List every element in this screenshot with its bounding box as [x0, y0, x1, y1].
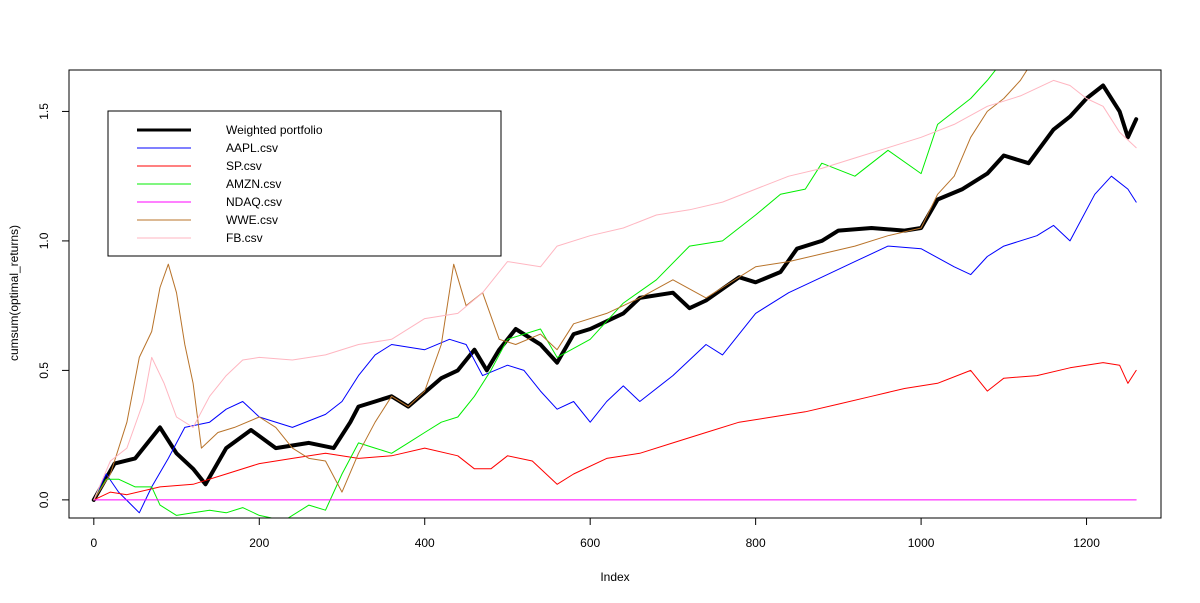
- x-tick-label: 1200: [1073, 536, 1100, 550]
- series-line-5: [93, 70, 1028, 501]
- y-tick-label: 0.5: [37, 362, 51, 379]
- x-tick-label: 400: [415, 536, 435, 550]
- series-line-0: [91, 83, 1139, 502]
- series-line-2: [93, 362, 1137, 501]
- x-tick-label: 0: [90, 536, 97, 550]
- legend: Weighted portfolio AAPL.csv SP.csv AMZN.csv…: [107, 110, 502, 257]
- x-tick-label: 600: [580, 536, 600, 550]
- series-line-6: [93, 79, 1137, 501]
- legend-label: FB.csv: [226, 231, 263, 245]
- y-tick-label: 1.0: [37, 232, 51, 249]
- y-tick-label: 0.0: [37, 491, 51, 508]
- legend-label: Weighted portfolio: [226, 123, 323, 137]
- legend-label: AMZN.csv: [226, 177, 281, 191]
- x-axis-label: Index: [600, 570, 629, 584]
- series-layer: [91, 70, 1139, 518]
- y-tick-label: 1.5: [37, 103, 51, 120]
- series-line-3: [93, 70, 997, 518]
- x-tick-label: 800: [746, 536, 766, 550]
- x-axis: 0 200 400 600 800 1000 1200: [90, 517, 1100, 550]
- series-line-1: [93, 175, 1137, 514]
- y-axis-label: cumsum(optimal_returns): [7, 225, 21, 361]
- legend-label: WWE.csv: [226, 213, 278, 227]
- legend-label: NDAQ.csv: [226, 195, 282, 209]
- y-axis: 0.0 0.5 1.0 1.5: [37, 103, 70, 508]
- legend-label: SP.csv: [226, 159, 262, 173]
- legend-label: AAPL.csv: [226, 141, 278, 155]
- x-tick-label: 1000: [908, 536, 935, 550]
- x-tick-label: 200: [249, 536, 269, 550]
